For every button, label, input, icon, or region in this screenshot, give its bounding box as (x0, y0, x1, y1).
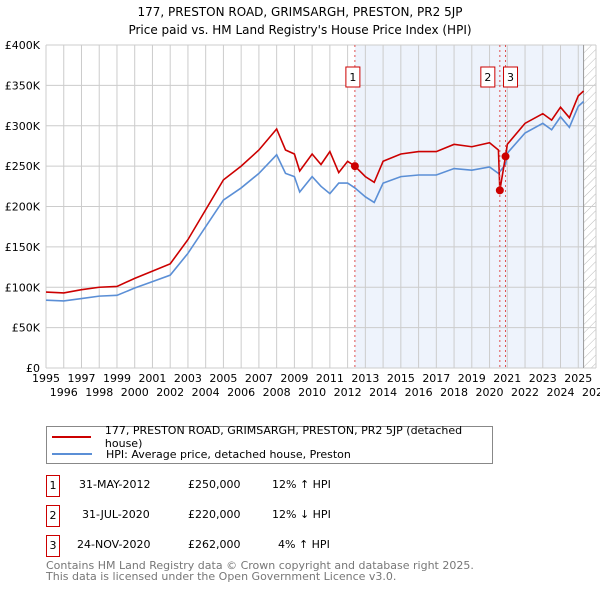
y-tick-label: £350K (5, 79, 41, 92)
transaction-hpi: 12% ↓ HPI (272, 508, 331, 521)
footer: Contains HM Land Registry data © Crown c… (46, 560, 474, 582)
legend-red-line-icon (52, 436, 91, 438)
x-tick-label: 2006 (227, 386, 255, 399)
x-tick-label: 2005 (209, 372, 237, 385)
legend-hpi-label: HPI: Average price, detached house, Pres… (106, 447, 351, 461)
x-tick-label: 2025 (564, 372, 592, 385)
sale-point (350, 162, 359, 171)
x-tick-label: 1998 (85, 386, 113, 399)
x-tick-label: 1999 (103, 372, 131, 385)
x-tick-label: 2002 (156, 386, 184, 399)
legend-property-label: 177, PRESTON ROAD, GRIMSARGH, PRESTON, P… (104, 424, 463, 450)
transaction-number: 1 (46, 475, 60, 497)
y-tick-label: £400K (5, 39, 41, 52)
transaction-price: £262,000 (188, 538, 241, 551)
transaction-date: 31-MAY-2012 (79, 478, 151, 491)
transaction-number: 3 (46, 535, 60, 557)
transaction-price: £250,000 (188, 478, 241, 491)
x-tick-label: 2011 (316, 372, 344, 385)
y-tick-label: £300K (5, 120, 41, 133)
x-tick-label: 2010 (298, 386, 326, 399)
x-tick-label: 2017 (422, 372, 450, 385)
x-tick-label: 2009 (280, 372, 308, 385)
x-tick-label: 2018 (440, 386, 468, 399)
transaction-row: 2 31-JUL-2020 £220,000 12% ↓ HPI (46, 505, 446, 527)
sale-label: 2 (484, 71, 491, 84)
y-tick-label: £150K (5, 241, 41, 254)
x-tick-label: 2020 (476, 386, 504, 399)
footer-copyright: Contains HM Land Registry data © Crown c… (46, 559, 474, 572)
x-tick-label: 1997 (67, 372, 95, 385)
chart-subtitle: Price paid vs. HM Land Registry's House … (128, 23, 471, 37)
footer-licence: This data is licensed under the Open Gov… (46, 570, 397, 583)
price-chart: 177, PRESTON ROAD, GRIMSARGH, PRESTON, P… (5, 5, 600, 399)
transaction-number: 2 (46, 505, 60, 527)
x-tick-label: 2008 (263, 386, 291, 399)
transaction-hpi: 12% ↑ HPI (272, 478, 331, 491)
transaction-row: 1 31-MAY-2012 £250,000 12% ↑ HPI (46, 475, 446, 497)
x-tick-label: 2007 (245, 372, 273, 385)
y-tick-label: £250K (5, 160, 41, 173)
transaction-row: 3 24-NOV-2020 £262,000 4% ↑ HPI (46, 535, 446, 557)
x-tick-label: 2000 (121, 386, 149, 399)
x-tick-label: 2012 (334, 386, 362, 399)
hpi-line (45, 100, 585, 302)
transaction-price: £220,000 (188, 508, 241, 521)
x-tick-label: 2026 (582, 386, 600, 399)
transaction-date: 24-NOV-2020 (77, 538, 151, 551)
x-tick-label: 1995 (32, 372, 60, 385)
x-tick-label: 2016 (405, 386, 433, 399)
sale-point (501, 152, 510, 161)
sale-label-box (503, 66, 519, 88)
sale-label: 3 (507, 71, 514, 84)
y-tick-label: £50K (12, 322, 41, 335)
x-tick-label: 2013 (351, 372, 379, 385)
sale-point (495, 186, 504, 195)
x-tick-label: 2023 (529, 372, 557, 385)
x-tick-label: 2022 (511, 386, 539, 399)
x-tick-label: 2004 (192, 386, 220, 399)
sale-label-box (480, 66, 496, 88)
x-tick-label: 2003 (174, 372, 202, 385)
sale-label-box (345, 66, 361, 88)
transaction-hpi: 4% ↑ HPI (278, 538, 330, 551)
x-tick-label: 1996 (50, 386, 78, 399)
legend-blue-line-icon (52, 453, 92, 455)
chart-title: 177, PRESTON ROAD, GRIMSARGH, PRESTON, P… (138, 5, 463, 19)
y-tick-label: £0 (26, 362, 40, 375)
x-tick-label: 2014 (369, 386, 397, 399)
legend: 177, PRESTON ROAD, GRIMSARGH, PRESTON, P… (46, 424, 493, 464)
y-tick-label: £200K (5, 201, 41, 214)
x-tick-label: 2001 (138, 372, 166, 385)
x-tick-label: 2015 (387, 372, 415, 385)
x-tick-label: 2024 (547, 386, 575, 399)
sale-label: 1 (349, 71, 356, 84)
x-tick-label: 2021 (493, 372, 521, 385)
x-tick-label: 2019 (458, 372, 486, 385)
transaction-date: 31-JUL-2020 (82, 508, 150, 521)
property-price-line (45, 90, 585, 294)
y-tick-label: £100K (5, 281, 41, 294)
